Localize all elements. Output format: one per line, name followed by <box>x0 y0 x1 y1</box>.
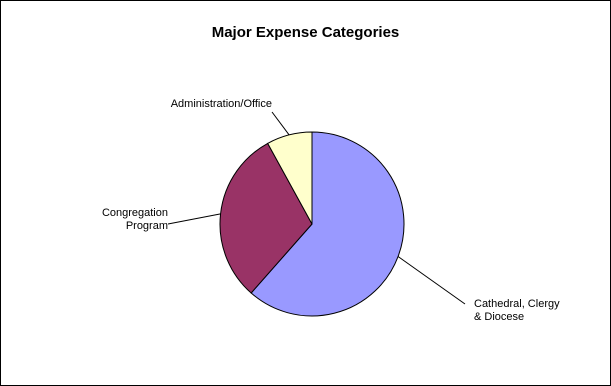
pie-slice <box>266 131 313 225</box>
chart-title: Major Expense Categories <box>211 24 400 41</box>
slice-labels: Cathedral, Clergy & Diocese Congregation Pr… <box>102 98 560 323</box>
slice-label: Administration/Office <box>171 98 272 110</box>
pie-slice <box>219 142 313 294</box>
leader-line <box>397 256 466 305</box>
slice-label: Cathedral, Clergy & Diocese <box>474 298 560 323</box>
leader-line <box>271 111 290 136</box>
slice-label: Congregation Program <box>102 207 168 232</box>
leader-line <box>167 213 221 225</box>
pie-slice <box>250 131 405 317</box>
pie-slices <box>219 131 405 317</box>
leader-lines <box>167 111 466 305</box>
